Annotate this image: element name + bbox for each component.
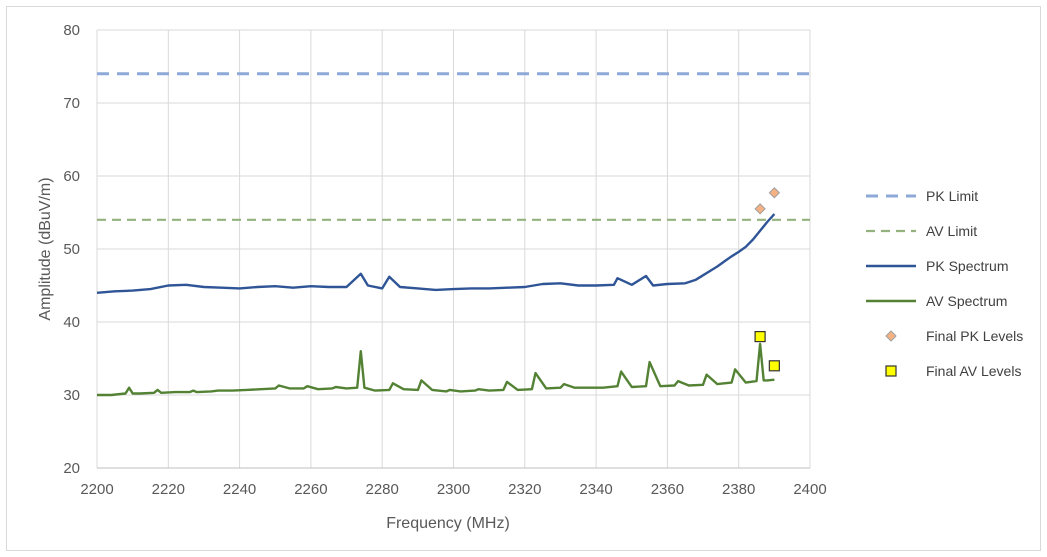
y-tick-label: 80 xyxy=(63,22,80,39)
av-spectrum-line xyxy=(97,344,774,395)
x-tick-label: 2200 xyxy=(80,481,113,498)
legend-label-pk-spectrum: PK Spectrum xyxy=(926,258,1008,274)
x-tick-label: 2400 xyxy=(793,481,826,498)
y-tick-label: 40 xyxy=(63,314,80,331)
x-tick-label: 2320 xyxy=(508,481,541,498)
x-tick-label: 2380 xyxy=(722,481,755,498)
legend: PK Limit AV Limit PK Spectrum AV Spectrum Fi… xyxy=(866,188,1023,379)
legend-label-av-spectrum: AV Spectrum xyxy=(926,293,1007,309)
legend-label-av-limit: AV Limit xyxy=(926,223,977,239)
y-tick-label: 70 xyxy=(63,95,80,112)
x-tick-label: 2220 xyxy=(152,481,185,498)
y-tick-label: 50 xyxy=(63,241,80,258)
axes: 2200 2220 2240 2260 2280 2300 2320 2340 2360 2380… xyxy=(63,22,826,498)
final-av-level-marker xyxy=(769,361,779,371)
x-tick-label: 2300 xyxy=(437,481,470,498)
y-axis-title: Amplitude (dBuV/m) xyxy=(37,177,54,320)
grid xyxy=(97,30,810,468)
pk-spectrum-line xyxy=(97,214,774,293)
final-av-level-marker xyxy=(755,332,765,342)
final-pk-level-marker xyxy=(769,188,779,198)
legend-swatch-final-av-levels xyxy=(886,366,896,376)
y-tick-label: 20 xyxy=(63,460,80,477)
x-tick-label: 2360 xyxy=(651,481,684,498)
y-tick-label: 30 xyxy=(63,387,80,404)
x-tick-label: 2240 xyxy=(223,481,256,498)
x-tick-label: 2340 xyxy=(579,481,612,498)
legend-label-final-pk-levels: Final PK Levels xyxy=(926,328,1023,344)
x-tick-label: 2260 xyxy=(294,481,327,498)
x-tick-label: 2280 xyxy=(366,481,399,498)
x-axis-title: Frequency (MHz) xyxy=(386,515,510,532)
legend-label-final-av-levels: Final AV Levels xyxy=(926,363,1021,379)
final-pk-level-marker xyxy=(755,204,765,214)
legend-swatch-final-pk-levels xyxy=(886,331,896,341)
y-tick-label: 60 xyxy=(63,168,80,185)
legend-label-pk-limit: PK Limit xyxy=(926,188,978,204)
